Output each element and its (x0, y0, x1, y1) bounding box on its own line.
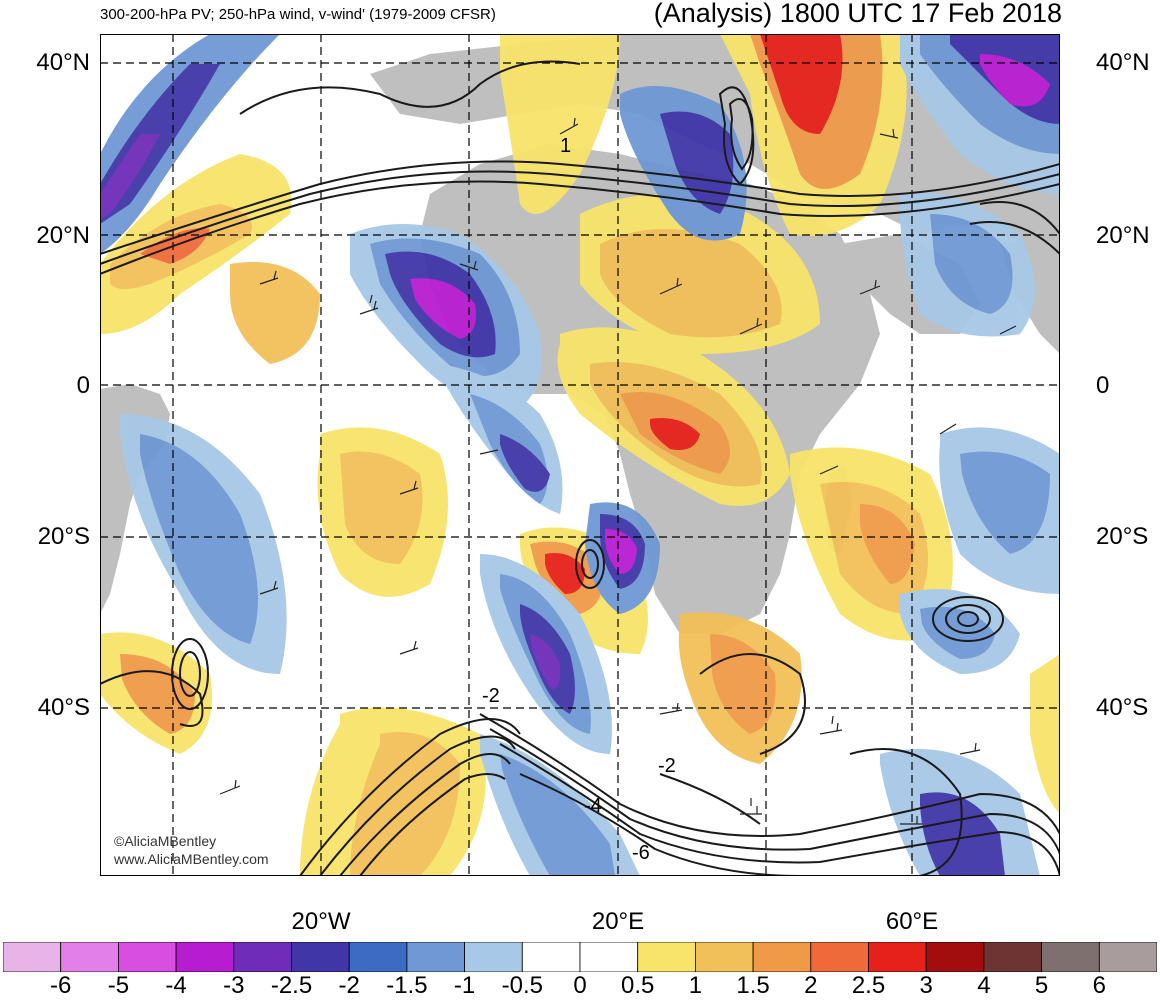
contour-label-1: 1 (560, 135, 571, 157)
colorbar-tick-label: -2 (338, 972, 360, 999)
colorbar-swatch (637, 942, 696, 972)
colorbar-swatch (175, 942, 235, 972)
lon-label-20e: 20°E (591, 908, 645, 935)
colorbar-tick-label: -5 (107, 972, 130, 999)
lat-label-40s-right: 40°S (1096, 694, 1149, 721)
colorbar-swatch (983, 942, 1043, 972)
credit-url: www.AliciaMBentley.com (113, 851, 269, 867)
colorbar-swatch (1098, 942, 1157, 972)
colorbar-tick-label: -6 (50, 972, 72, 999)
lon-label-60e: 60°E (885, 908, 939, 935)
lat-label-40s-left: 40°S (37, 694, 90, 721)
colorbar-tick-label: 1 (688, 972, 703, 999)
colorbar-tick-label: 2.5 (851, 972, 886, 999)
contour-label-neg2-b: -2 (658, 755, 676, 777)
colorbar-swatch (810, 942, 869, 972)
lat-label-20s-left: 20°S (37, 523, 90, 550)
contour-label-neg4: -4 (584, 795, 602, 817)
colorbar-swatch (752, 942, 812, 972)
wind-barbs (219, 117, 1017, 825)
colorbar-swatch (3, 942, 62, 972)
colorbar-swatch (868, 942, 927, 972)
colorbar-tick-label: 0 (573, 972, 587, 999)
colorbar-tick-label: 3 (919, 972, 933, 999)
pv-contours (100, 60, 1060, 876)
colorbar-tick-label: -4 (165, 972, 187, 999)
map-title-right: (Analysis) 1800 UTC 17 Feb 2018 (653, 0, 1062, 28)
map-title-left: 300-200-hPa PV; 250-hPa wind, v-wind' (1… (100, 6, 496, 23)
colorbar-tick-label: 0.5 (621, 972, 655, 999)
colorbar-tick-label: 2 (804, 972, 818, 999)
colorbar-tick-label: 1.5 (736, 972, 770, 999)
colorbar-tick-label: -0.5 (501, 972, 543, 999)
colorbar-tick-label: -1 (453, 972, 476, 999)
colorbar-swatch (695, 942, 754, 972)
colorbar-swatch (521, 942, 581, 972)
lat-label-eq-right: 0 (1096, 372, 1110, 399)
lat-label-20n-right: 20°N (1096, 222, 1150, 249)
colorbar-swatch (464, 942, 523, 972)
credit-handle: ©AliciaMBentley (114, 833, 216, 849)
colorbar-swatch (291, 942, 350, 972)
colorbar-swatch (579, 942, 639, 972)
lon-label-20w: 20°W (291, 908, 351, 935)
colorbar-swatch (925, 942, 985, 972)
colorbar-swatch (348, 942, 408, 972)
colorbar-swatch (60, 942, 119, 972)
colorbar-tick-label: -2.5 (270, 972, 313, 999)
lat-label-20n-left: 20°N (36, 222, 90, 249)
colorbar-tick-label: 4 (977, 972, 991, 999)
pv-anomaly-shading (100, 34, 1060, 876)
map-frame (100, 34, 1060, 876)
lat-label-20s-right: 20°S (1096, 523, 1149, 550)
colorbar-tick-label: 6 (1092, 972, 1106, 999)
colorbar-swatch (118, 942, 177, 972)
colorbar-swatch (1041, 942, 1100, 972)
colorbar-swatch (233, 942, 292, 972)
colorbar-tick-label: -3 (223, 972, 245, 999)
pv-wind-map: 1 -2 -2 -4 -6 ©AliciaMBentley www.Alicia… (100, 34, 1060, 876)
colorbar-tick-label: -1.5 (386, 972, 428, 999)
lat-label-40n-left: 40°N (36, 49, 90, 76)
lat-label-eq-left: 0 (76, 372, 90, 399)
lat-label-40n-right: 40°N (1096, 49, 1150, 76)
colorbar-swatch (406, 942, 465, 972)
colorbar-tick-label: 5 (1034, 972, 1049, 999)
graticule (100, 34, 1060, 876)
contour-label-neg6: -6 (632, 842, 650, 864)
contour-label-neg2-a: -2 (482, 685, 500, 707)
pv-colorbar (3, 942, 1157, 972)
